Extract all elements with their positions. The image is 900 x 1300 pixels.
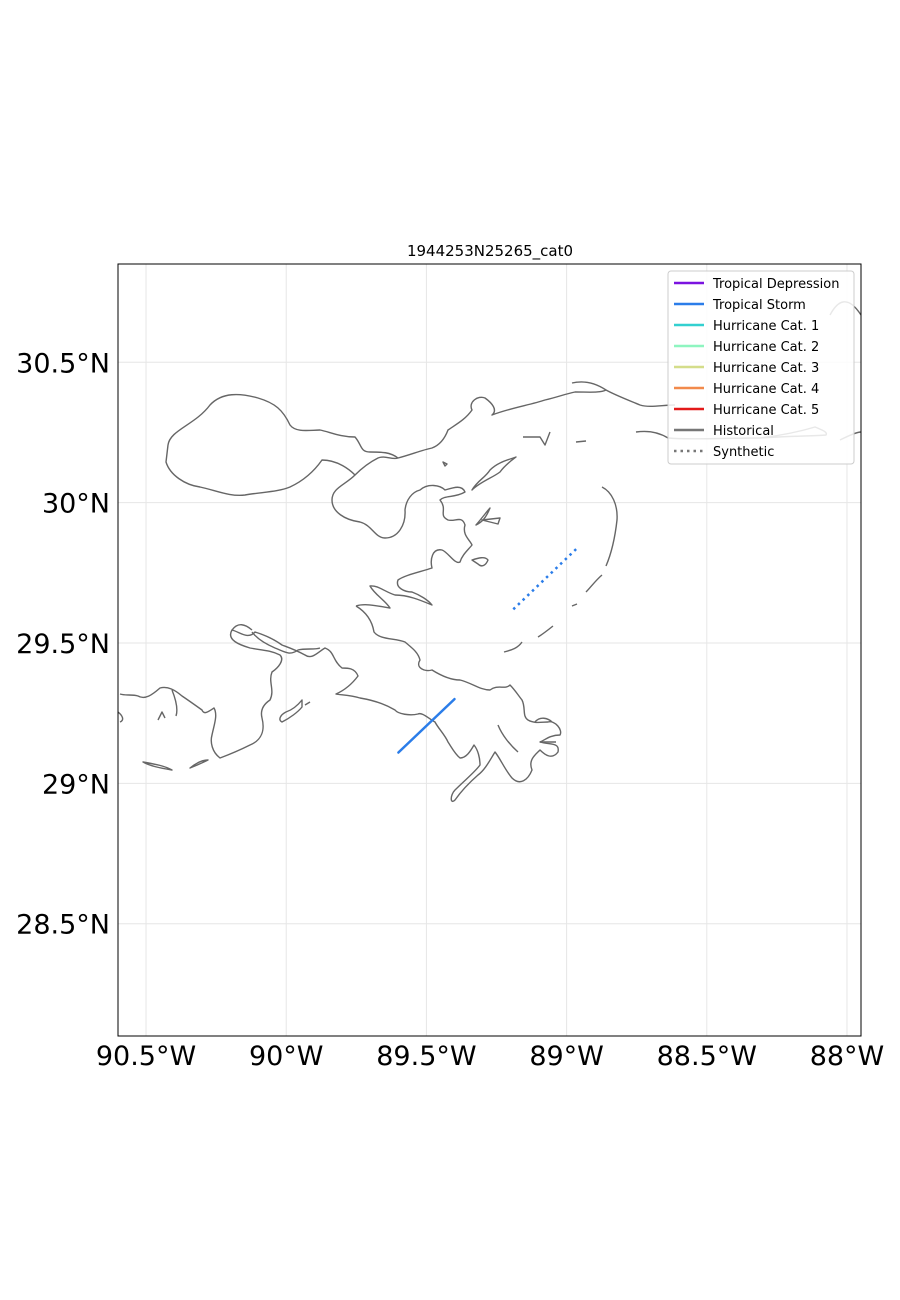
axis-ticks: 90.5°W 90°W 89.5°W 89°W 88.5°W 88°W 30.5°N 30°N… bbox=[16, 348, 884, 1072]
legend: Tropical Depression Tropical Storm Hurrica… bbox=[667, 270, 855, 465]
y-tick-label: 29.5°N bbox=[16, 629, 110, 660]
historical-track bbox=[397, 697, 456, 754]
x-tick-label: 90°W bbox=[249, 1041, 324, 1072]
legend-label: Tropical Depression bbox=[712, 277, 839, 292]
map-frame bbox=[117, 263, 862, 1037]
legend-label: Historical bbox=[713, 424, 774, 439]
y-tick-label: 28.5°N bbox=[16, 910, 110, 941]
delta-east bbox=[497, 717, 556, 753]
marsh-channels bbox=[251, 631, 321, 654]
legend-label: Hurricane Cat. 2 bbox=[713, 340, 819, 355]
islands-north bbox=[442, 431, 587, 567]
north-shore bbox=[397, 381, 676, 459]
storm-tracks bbox=[397, 546, 579, 754]
chart-title: 1944253N25265_cat0 bbox=[407, 242, 573, 261]
x-tick-label: 88.5°W bbox=[657, 1041, 757, 1072]
y-tick-label: 30°N bbox=[42, 489, 110, 520]
x-tick-label: 89°W bbox=[529, 1041, 604, 1072]
legend-label: Tropical Storm bbox=[712, 298, 806, 313]
bayou-area bbox=[331, 474, 473, 609]
y-tick-label: 30.5°N bbox=[16, 348, 110, 379]
chandeleur-islands bbox=[503, 486, 618, 653]
legend-label: Hurricane Cat. 4 bbox=[713, 382, 819, 397]
legend-label: Hurricane Cat. 1 bbox=[713, 319, 819, 334]
barataria bbox=[118, 629, 311, 759]
y-tick-label: 29°N bbox=[42, 769, 110, 800]
legend-label: Hurricane Cat. 3 bbox=[713, 361, 819, 376]
legend-box bbox=[667, 270, 855, 465]
x-tick-label: 89.5°W bbox=[376, 1041, 476, 1072]
gridlines bbox=[118, 264, 861, 1036]
synthetic-track bbox=[512, 546, 579, 611]
grand-isle bbox=[142, 759, 209, 771]
legend-label: Synthetic bbox=[713, 445, 774, 460]
legend-label: Hurricane Cat. 5 bbox=[713, 403, 819, 418]
x-tick-label: 90.5°W bbox=[96, 1041, 196, 1072]
delta-west bbox=[231, 605, 562, 802]
x-tick-label: 88°W bbox=[810, 1041, 885, 1072]
